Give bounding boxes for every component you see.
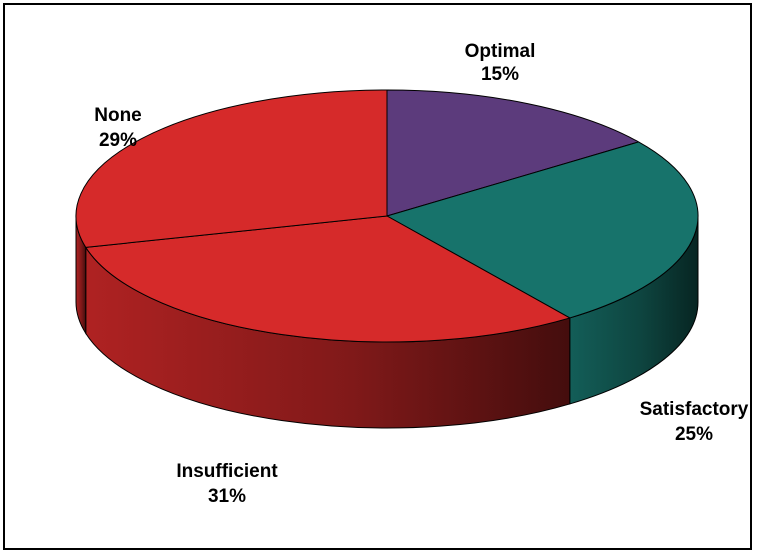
slice-label-value: 25% bbox=[675, 424, 713, 445]
slice-label-none: None 29% bbox=[94, 105, 142, 151]
slice-label-name: Satisfactory bbox=[640, 399, 749, 420]
slice-label-name: Optimal bbox=[465, 41, 536, 62]
slice-label-satisfactory: Satisfactory 25% bbox=[640, 399, 749, 445]
slice-label-name: Insufficient bbox=[176, 461, 278, 482]
pie-slice-optimal bbox=[386, 89, 640, 217]
pie-slice-insufficient bbox=[85, 215, 571, 343]
pie-slices bbox=[75, 89, 699, 343]
slice-label-insufficient: Insufficient 31% bbox=[176, 461, 278, 507]
slice-label-value: 31% bbox=[208, 486, 246, 507]
slice-label-value: 15% bbox=[481, 64, 519, 85]
pie-slice-satisfactory bbox=[386, 141, 699, 319]
slice-label-value: 29% bbox=[99, 130, 137, 151]
slice-label-name: None bbox=[94, 105, 142, 126]
pie-slice-none bbox=[75, 89, 388, 248]
slice-label-optimal: Optimal 15% bbox=[465, 41, 536, 85]
